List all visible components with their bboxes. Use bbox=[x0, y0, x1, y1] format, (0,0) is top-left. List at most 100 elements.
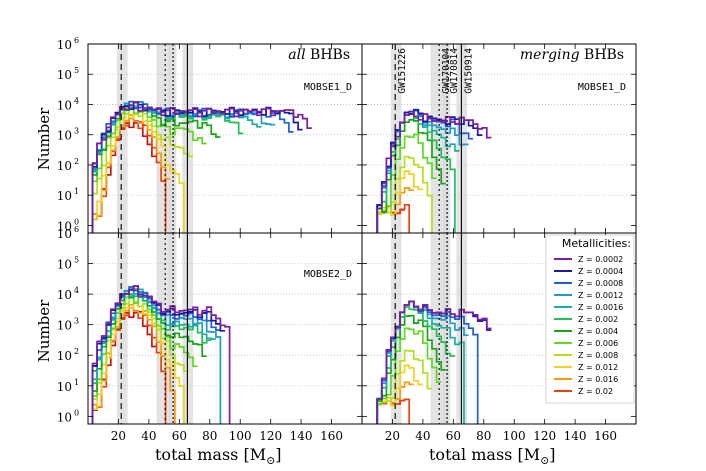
panel-header: merging BHBs bbox=[520, 47, 624, 63]
series-11 bbox=[91, 117, 167, 233]
gw-label: GW170104 bbox=[441, 48, 452, 94]
gw-label: GW151226 bbox=[397, 48, 408, 94]
series-0 bbox=[91, 101, 312, 233]
y-tick-exponent: 2 bbox=[74, 347, 79, 356]
gw-lines bbox=[120, 233, 188, 424]
y-tick-label: 10 bbox=[57, 319, 72, 333]
series-0 bbox=[376, 110, 492, 233]
y-tick-label: 10 bbox=[57, 288, 72, 302]
y-tick-exponent: 1 bbox=[74, 378, 79, 387]
x-axis-label-close: ] bbox=[275, 445, 281, 464]
panel-frame bbox=[87, 232, 363, 425]
x-axis-label-right: total mass [M⊙] bbox=[429, 445, 556, 467]
x-tick-label: 40 bbox=[141, 429, 156, 443]
gw-band bbox=[156, 44, 172, 233]
y-axis-label-top: Number bbox=[35, 107, 53, 170]
panel-header-rest: BHBs bbox=[306, 47, 350, 63]
x-tick-label: 100 bbox=[229, 429, 252, 443]
legend-title: Metallicities: bbox=[562, 237, 631, 250]
y-tick-exponent: 4 bbox=[74, 286, 79, 295]
x-tick-label: 120 bbox=[259, 429, 282, 443]
y-tick-exponent: 1 bbox=[74, 187, 79, 196]
x-tick-label: 160 bbox=[594, 429, 617, 443]
panel-frame bbox=[87, 43, 363, 234]
gw-label: GW170814 bbox=[449, 48, 460, 94]
svg-text:total mass [M⊙]: total mass [M⊙] bbox=[429, 445, 556, 467]
y-tick-exponent: 5 bbox=[74, 256, 79, 265]
x-tick-label: 140 bbox=[290, 429, 313, 443]
gw-label: GW150914 bbox=[463, 48, 474, 94]
ticks: 20 40 60 80 100 120 140 160 bbox=[362, 232, 636, 443]
legend-label: Z = 0.0012 bbox=[578, 291, 623, 300]
series-8 bbox=[376, 155, 433, 233]
y-tick-exponent: 0 bbox=[74, 408, 79, 417]
x-axis-label-close: ] bbox=[549, 445, 555, 464]
series-group bbox=[376, 108, 492, 233]
legend-label: Z = 0.008 bbox=[578, 351, 618, 360]
y-tick-label: 10 bbox=[57, 189, 72, 203]
y-tick-exponent: 6 bbox=[74, 225, 79, 234]
y-tick-exponent: 0 bbox=[74, 217, 79, 226]
panel-header: all BHBs bbox=[288, 47, 350, 63]
y-tick-label: 10 bbox=[57, 68, 72, 82]
series-9 bbox=[376, 364, 423, 424]
y-tick-exponent: 3 bbox=[74, 317, 79, 326]
y-tick-label: 10 bbox=[57, 227, 72, 241]
model-label: MOBSE2_D bbox=[304, 269, 352, 280]
panel-frame bbox=[361, 232, 637, 425]
y-axis-label-bottom: Number bbox=[35, 299, 53, 362]
y-tick-label: 10 bbox=[57, 258, 72, 272]
gw-lines bbox=[120, 44, 188, 233]
y-tick-label: 10 bbox=[57, 98, 72, 112]
model-label: MOBSE1_D bbox=[304, 82, 352, 93]
series-11 bbox=[91, 307, 167, 424]
x-tick-label: 160 bbox=[320, 429, 343, 443]
panel-top-right: merging BHBs MOBSE1_D GW151226 GW170104GW17… bbox=[361, 43, 637, 234]
y-tick-exponent: 6 bbox=[74, 36, 79, 45]
y-tick-exponent: 5 bbox=[74, 66, 79, 75]
legend-label: Z = 0.006 bbox=[578, 339, 618, 348]
x-axis-label-sub: ⊙ bbox=[540, 454, 549, 467]
legend-label: Z = 0.0008 bbox=[578, 279, 623, 288]
series-1 bbox=[91, 285, 225, 424]
x-tick-label: 140 bbox=[564, 429, 587, 443]
gw-bands bbox=[116, 44, 194, 233]
y-tick-exponent: 3 bbox=[74, 127, 79, 136]
y-tick-label: 10 bbox=[57, 349, 72, 363]
gw-bands bbox=[116, 233, 194, 424]
gw-band bbox=[116, 44, 128, 233]
gw-lines bbox=[394, 44, 462, 233]
series-group bbox=[91, 285, 231, 424]
x-tick-label: 80 bbox=[202, 429, 217, 443]
x-tick-label: 60 bbox=[446, 429, 461, 443]
legend-label: Z = 0.0002 bbox=[578, 255, 623, 264]
panel-header-rest: BHBs bbox=[580, 47, 624, 63]
gw-band bbox=[168, 233, 177, 424]
legend-label: Z = 0.002 bbox=[578, 315, 618, 324]
x-tick-label: 100 bbox=[503, 429, 526, 443]
x-tick-label: 40 bbox=[415, 429, 430, 443]
x-axis-label-text: total mass [M bbox=[429, 445, 540, 464]
legend-label: Z = 0.016 bbox=[578, 375, 618, 384]
legend-label: Z = 0.012 bbox=[578, 363, 618, 372]
x-tick-label: 80 bbox=[476, 429, 491, 443]
x-axis-label-left: total mass [M⊙] bbox=[155, 445, 282, 467]
x-tick-label: 20 bbox=[385, 429, 400, 443]
ticks bbox=[362, 43, 636, 233]
panel-bottom-right: 20406080100120140160MOBSE2_DMetallicitie… bbox=[361, 232, 637, 443]
gw-band bbox=[168, 44, 177, 233]
gw-band bbox=[430, 233, 446, 424]
y-tick-label: 10 bbox=[57, 38, 72, 52]
y-tick-label: 10 bbox=[57, 159, 72, 173]
x-axis-label-text: total mass [M bbox=[155, 445, 266, 464]
panel-header-italic: merging bbox=[520, 47, 580, 63]
y-tick-label: 10 bbox=[57, 380, 72, 394]
legend-label: Z = 0.0016 bbox=[578, 303, 623, 312]
legend: Metallicities: Z = 0.0002 Z = 0.0004 Z = 0.… bbox=[545, 234, 635, 404]
series-5 bbox=[376, 306, 455, 424]
y-tick-exponent: 4 bbox=[74, 96, 79, 105]
